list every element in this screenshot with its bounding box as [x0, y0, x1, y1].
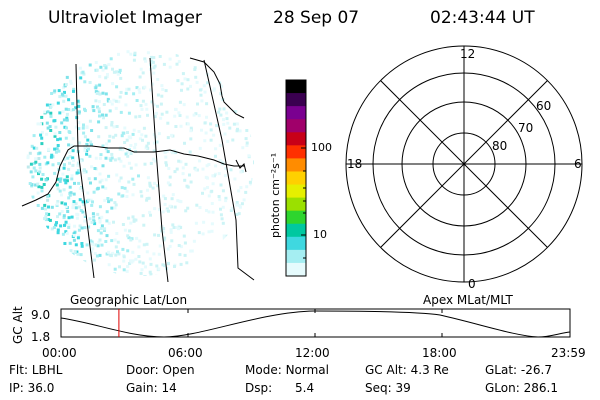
- altitude-y-top: 9.0: [31, 308, 50, 322]
- timeline-tick-marks: [187, 309, 443, 337]
- colorbar-tick-10: 10: [313, 228, 327, 241]
- colorbar-unit-label: photon cm⁻²s⁻¹: [269, 153, 282, 238]
- colorbar-gradient: [286, 80, 306, 277]
- lat-label-80: 80: [492, 139, 507, 153]
- altitude-timeline: GC Alt 9.0 1.8 00:00 06:00 12:00 18:00 2…: [11, 306, 586, 360]
- mlt-label-6: 6: [574, 157, 582, 171]
- status-door: Door: Open: [126, 363, 195, 377]
- apex-label: Apex MLat/MLT: [423, 293, 513, 307]
- status-seq: Seq: 39: [365, 381, 411, 395]
- longitude-lines: [75, 57, 255, 283]
- earth-image: [21, 50, 255, 283]
- lat-label-70: 70: [518, 121, 533, 135]
- status-mode: Mode: Normal: [245, 363, 329, 377]
- lat-label-60: 60: [536, 99, 551, 113]
- mlt-label-0: 0: [468, 277, 476, 291]
- mlt-label-18: 18: [347, 157, 362, 171]
- colorbar-tick-marks: [301, 147, 306, 259]
- altitude-ylabel: GC Alt: [11, 306, 25, 344]
- status-gc-alt: GC Alt: 4.3 Re: [365, 363, 449, 377]
- geographic-label: Geographic Lat/Lon: [70, 293, 188, 307]
- status-glon: GLon: 286.1: [485, 381, 558, 395]
- time-tick-1800: 18:00: [422, 346, 457, 360]
- colorbar-tick-100: 100: [311, 141, 332, 154]
- status-filter: Flt: LBHL: [9, 363, 63, 377]
- status-glat: GLat: -26.7: [485, 363, 552, 377]
- status-gain: Gain: 14: [126, 381, 177, 395]
- polar-grid: [345, 45, 583, 283]
- time-tick-2359: 23:59: [551, 346, 586, 360]
- time-tick-0000: 00:00: [42, 346, 77, 360]
- time-tick-0600: 06:00: [168, 346, 203, 360]
- altitude-y-bottom: 1.8: [31, 330, 50, 344]
- header-date: 28 Sep 07: [273, 8, 360, 28]
- altitude-curve: [60, 310, 571, 338]
- time-tick-1200: 12:00: [295, 346, 330, 360]
- geographic-coastlines: [21, 57, 247, 207]
- status-dsp: Dsp: 5.4: [245, 381, 315, 395]
- status-ip: IP: 36.0: [9, 381, 55, 395]
- colorbar: photon cm⁻²s⁻¹: [269, 79, 307, 277]
- mlt-label-12: 12: [460, 47, 475, 61]
- page-title: Ultraviolet Imager: [48, 8, 202, 28]
- polar-mlat-mlt-plot: 12 6 0 18 60 70 80: [345, 45, 583, 291]
- header-time: 02:43:44 UT: [430, 8, 535, 28]
- uv-intensity-speckle: [26, 50, 254, 276]
